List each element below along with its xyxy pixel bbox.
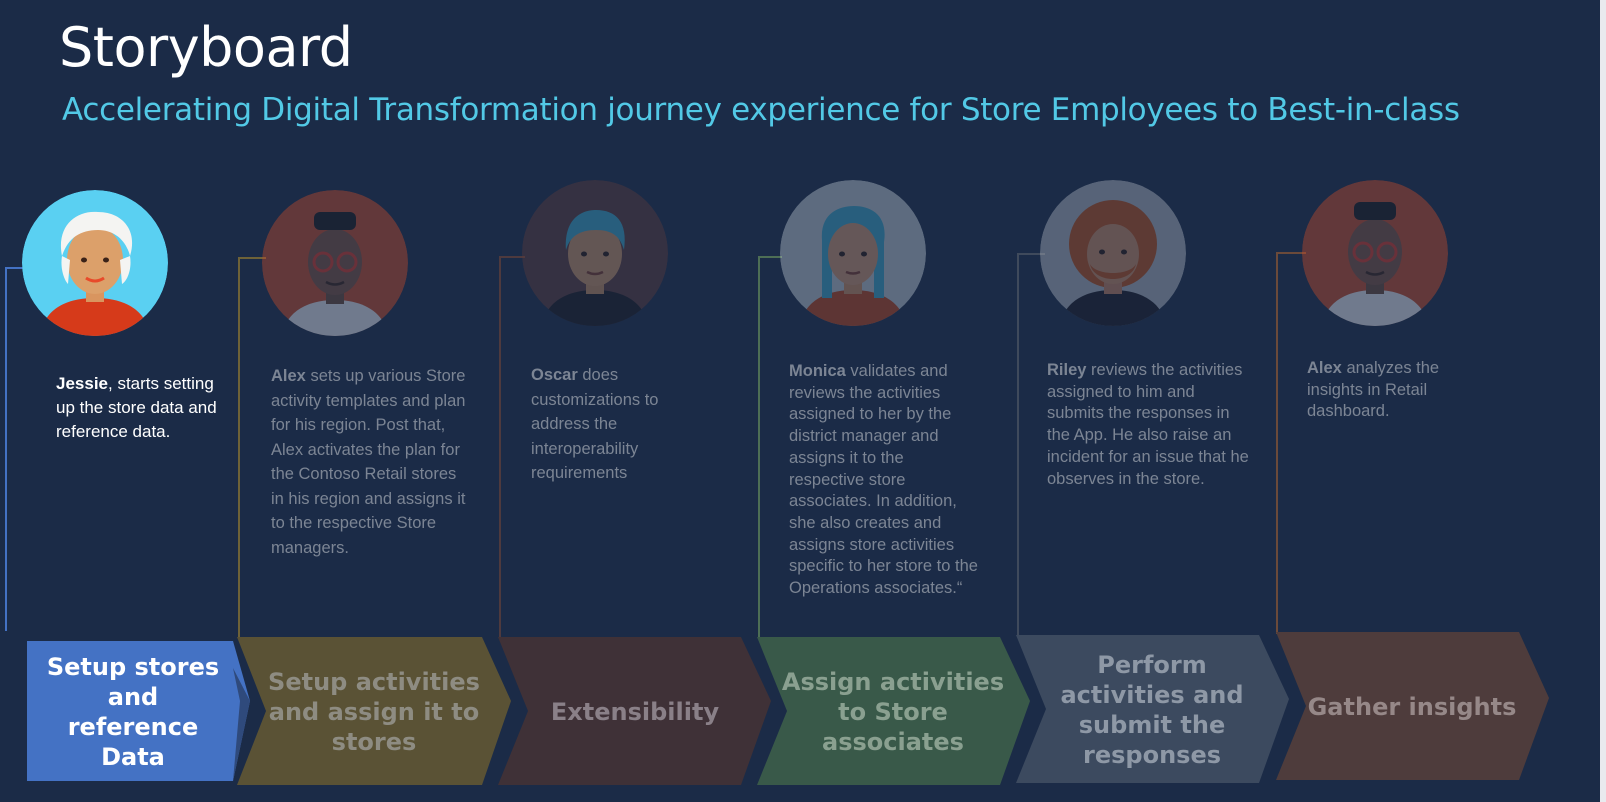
chevron-5-shape[interactable] — [1016, 635, 1289, 783]
connector-line-2 — [238, 257, 266, 637]
avatar-oscar — [522, 180, 668, 326]
avatar-jessie — [22, 190, 168, 336]
chevron-6-shape[interactable] — [1276, 632, 1549, 780]
connector-line-4 — [758, 256, 782, 638]
avatar-monica — [780, 180, 926, 326]
persona-name: Riley — [1047, 361, 1087, 379]
step-text: analyzes the insights in Retail dashboar… — [1307, 359, 1440, 421]
avatar-riley — [1040, 180, 1186, 326]
persona-monica-icon — [780, 180, 926, 326]
connector-line-6 — [1276, 252, 1306, 634]
step-5-description: Riley reviews the activities assigned to… — [1047, 360, 1252, 490]
step-1-description: Jessie, starts setting up the store data… — [56, 372, 236, 444]
step-text: sets up various Store activity templates… — [271, 367, 466, 557]
page-title: Storyboard — [59, 16, 353, 79]
persona-jessie-icon — [22, 190, 168, 336]
step-text: reviews the activities assigned to him a… — [1047, 361, 1249, 488]
chevron-3-shape[interactable] — [498, 637, 771, 785]
slide-edge — [1600, 0, 1606, 802]
persona-name: Jessie — [56, 374, 108, 393]
persona-name: Alex — [271, 367, 306, 385]
chevron-4-shape[interactable] — [757, 637, 1030, 785]
step-2-description: Alex sets up various Store activity temp… — [271, 364, 471, 560]
step-text: validates and reviews the activities ass… — [789, 362, 978, 598]
stage-label-3: Extensibility — [550, 698, 720, 726]
connector-line-1 — [5, 267, 25, 631]
chevron-2-shape[interactable] — [237, 637, 511, 785]
persona-name: Alex — [1307, 359, 1342, 377]
avatar-alex-1 — [262, 190, 408, 336]
step-text: , starts setting up the store data and r… — [56, 374, 217, 441]
step-4-description: Monica validates and reviews the activit… — [789, 361, 979, 600]
chevron-1-accent — [233, 668, 250, 781]
persona-name: Monica — [789, 362, 846, 380]
stage-label-5: Perform activities and submit the respon… — [1060, 651, 1244, 769]
stage-label-2: Setup activities and assign it to stores — [268, 668, 480, 756]
avatar-alex-2 — [1302, 180, 1448, 326]
stage-label-4: Assign activities to Store associates — [781, 668, 1005, 756]
connector-line-5 — [1017, 253, 1045, 637]
page-subtitle: Accelerating Digital Transformation jour… — [62, 92, 1460, 128]
persona-alex-icon — [262, 190, 408, 336]
persona-riley-icon — [1040, 180, 1186, 326]
step-text: does customizations to address the inter… — [531, 366, 659, 482]
persona-name: Oscar — [531, 366, 578, 384]
stage-label-6: Gather insights — [1307, 693, 1517, 721]
step-3-description: Oscar does customizations to address the… — [531, 363, 721, 486]
chevron-1-shape[interactable] — [27, 641, 250, 781]
persona-alex-icon-2 — [1302, 180, 1448, 326]
persona-oscar-icon — [522, 180, 668, 326]
step-6-description: Alex analyzes the insights in Retail das… — [1307, 358, 1477, 423]
connector-line-3 — [499, 256, 525, 638]
stage-label-1: Setup stores and reference Data — [46, 653, 220, 771]
